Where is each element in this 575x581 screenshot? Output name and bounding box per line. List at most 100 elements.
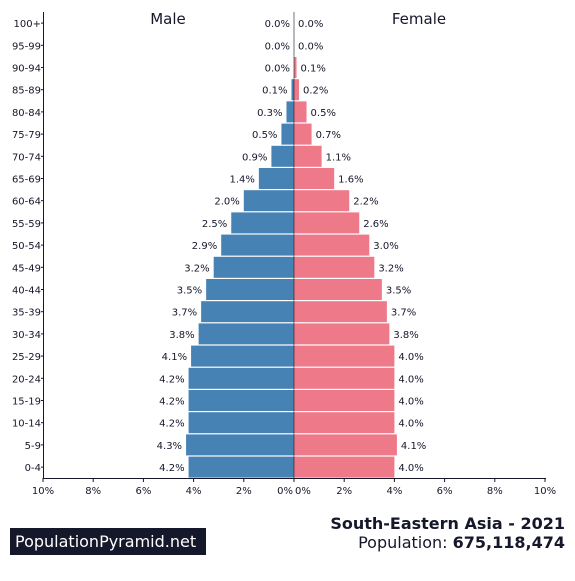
age-group-label: 85-89	[12, 86, 41, 97]
female-value-label: 0.0%	[298, 19, 323, 30]
x-tick-label-right: 6%	[437, 486, 453, 497]
male-bar	[201, 301, 294, 323]
female-bar	[294, 345, 395, 367]
male-value-label: 0.9%	[242, 152, 267, 163]
male-value-label: 2.5%	[202, 219, 227, 230]
x-tick-label-right: 10%	[534, 486, 556, 497]
age-group-label: 80-84	[12, 108, 41, 119]
female-bar	[294, 279, 382, 300]
male-value-label: 1.4%	[229, 175, 254, 186]
male-value-label: 3.5%	[177, 286, 202, 297]
x-tick-label-right: 0%	[295, 486, 311, 497]
age-group-label: 0-4	[25, 463, 41, 474]
x-tick-label-right: 4%	[386, 486, 402, 497]
age-group-label: 100+	[14, 19, 41, 30]
pyramid-chart: 0.0% 0.0% 0.0% 0.0% 0.0% 0.1% 0.1% 0.2% 0.3% 0.5%…	[12, 10, 556, 497]
age-group-label: 90-94	[12, 64, 41, 75]
female-bar	[294, 79, 300, 101]
x-tick-label-left: 0%	[277, 486, 293, 497]
male-bar	[258, 168, 294, 189]
male-bar	[188, 412, 294, 434]
x-tick-label-left: 4%	[186, 486, 202, 497]
age-group-label: 70-74	[12, 152, 41, 163]
x-tick-label-left: 2%	[236, 486, 252, 497]
female-bar	[294, 57, 297, 78]
male-value-label: 0.1%	[262, 86, 287, 97]
x-tick-label-right: 2%	[336, 486, 352, 497]
female-bar	[294, 323, 390, 345]
female-value-label: 4.0%	[398, 374, 423, 385]
male-value-label: 3.8%	[169, 330, 194, 341]
female-bar	[294, 256, 375, 278]
male-bar	[191, 345, 294, 367]
male-value-label: 4.2%	[159, 374, 184, 385]
male-bar	[188, 390, 294, 411]
male-value-label: 4.1%	[162, 352, 187, 363]
male-value-label: 2.0%	[214, 197, 239, 208]
male-value-label: 4.2%	[159, 397, 184, 408]
population-line: Population: 675,118,474	[358, 533, 565, 552]
male-value-label: 0.3%	[257, 108, 282, 119]
female-value-label: 4.1%	[401, 441, 426, 452]
female-value-label: 3.5%	[386, 286, 411, 297]
x-tick-label-left: 8%	[85, 486, 101, 497]
female-value-label: 3.0%	[373, 241, 398, 252]
female-value-label: 0.5%	[311, 108, 336, 119]
age-group-label: 15-19	[12, 397, 41, 408]
age-group-label: 55-59	[12, 219, 41, 230]
female-bar	[294, 212, 360, 234]
x-tick-label-right: 8%	[487, 486, 503, 497]
population-value: 675,118,474	[452, 533, 565, 552]
female-value-label: 3.8%	[393, 330, 418, 341]
age-group-label: 60-64	[12, 197, 41, 208]
age-group-label: 5-9	[25, 441, 41, 452]
male-heading: Male	[150, 10, 186, 28]
female-value-label: 1.1%	[326, 152, 351, 163]
male-value-label: 0.0%	[265, 64, 290, 75]
female-heading: Female	[392, 10, 446, 28]
age-group-label: 75-79	[12, 130, 41, 141]
male-value-label: 0.0%	[265, 41, 290, 52]
female-bar	[294, 367, 395, 389]
male-bar	[188, 456, 294, 478]
female-bar	[294, 434, 397, 456]
female-value-label: 4.0%	[398, 352, 423, 363]
x-tick-label-left: 6%	[135, 486, 151, 497]
female-bar	[294, 145, 322, 167]
female-value-label: 4.0%	[398, 419, 423, 430]
male-bar	[188, 367, 294, 389]
male-bar	[213, 256, 294, 278]
age-group-label: 25-29	[12, 352, 41, 363]
age-group-label: 30-34	[12, 330, 41, 341]
population-label: Population:	[358, 533, 453, 552]
male-value-label: 3.7%	[172, 308, 197, 319]
female-bar	[294, 456, 395, 478]
male-value-label: 0.0%	[265, 19, 290, 30]
age-group-label: 20-24	[12, 374, 41, 385]
male-bar	[198, 323, 294, 345]
male-value-label: 4.3%	[157, 441, 182, 452]
age-group-label: 50-54	[12, 241, 41, 252]
male-bar	[271, 145, 294, 167]
female-value-label: 4.0%	[398, 463, 423, 474]
male-bar	[291, 79, 294, 101]
x-tick-label-left: 10%	[32, 486, 54, 497]
chart-title: South-Eastern Asia - 2021	[330, 514, 565, 533]
female-value-label: 0.0%	[298, 41, 323, 52]
male-value-label: 3.2%	[184, 263, 209, 274]
age-group-label: 45-49	[12, 263, 41, 274]
site-logo[interactable]: PopulationPyramid.net	[10, 528, 206, 555]
female-value-label: 1.6%	[338, 175, 363, 186]
age-group-label: 95-99	[12, 41, 41, 52]
male-bar	[231, 212, 294, 234]
female-bar	[294, 234, 370, 256]
age-group-label: 40-44	[12, 286, 41, 297]
female-value-label: 3.2%	[378, 263, 403, 274]
female-bar	[294, 168, 335, 189]
male-bar	[206, 279, 294, 300]
female-value-label: 2.6%	[363, 219, 388, 230]
male-bar	[243, 190, 294, 212]
female-bar	[294, 301, 387, 323]
female-value-label: 2.2%	[353, 197, 378, 208]
